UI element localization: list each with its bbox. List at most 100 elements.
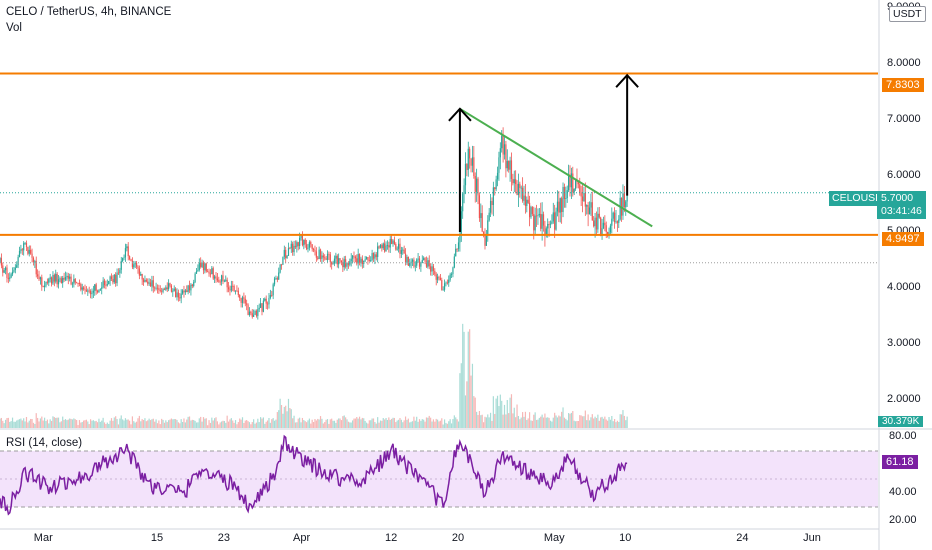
volume-bar — [601, 416, 603, 428]
candle-body — [208, 271, 210, 274]
candle-body — [220, 275, 223, 282]
volume-bar — [39, 418, 42, 428]
volume-bar — [170, 418, 173, 428]
candle-body — [509, 160, 511, 170]
volume-bar — [614, 419, 616, 428]
volume-bar — [587, 414, 589, 428]
candle-body — [397, 243, 400, 249]
volume-bar — [335, 422, 337, 428]
volume-bar — [448, 421, 450, 428]
currency-button[interactable]: USDT — [889, 6, 926, 22]
volume-bar — [622, 410, 624, 428]
candle-body — [60, 278, 62, 284]
volume-bar — [248, 422, 251, 428]
volume-bar — [499, 394, 501, 428]
volume-bar — [204, 418, 206, 428]
volume-bar — [463, 331, 465, 428]
candle-body — [484, 233, 486, 246]
candle-body — [602, 222, 605, 229]
volume-bar — [464, 395, 467, 428]
candle-body — [105, 285, 107, 286]
volume-bar — [476, 411, 478, 428]
candle-body — [222, 275, 224, 282]
candle-body — [145, 279, 147, 282]
volume-bar — [581, 416, 584, 428]
volume-bar — [443, 419, 446, 428]
volume-bar — [237, 422, 239, 428]
candle-body — [204, 263, 206, 271]
candle-body — [342, 262, 344, 268]
rsi-panel — [0, 434, 878, 516]
candle-body — [588, 207, 591, 215]
candle-body — [126, 246, 128, 249]
volume-bar — [561, 411, 563, 428]
volume-bar — [287, 398, 290, 428]
candle-body — [548, 224, 550, 225]
volume-bar — [382, 418, 384, 428]
volume-bar — [195, 422, 198, 428]
volume-bar — [208, 420, 210, 428]
volume-bar — [141, 419, 143, 428]
volume-bar — [600, 417, 602, 428]
volume-bar — [57, 417, 60, 428]
candle-body — [403, 249, 405, 254]
volume-bar — [126, 419, 128, 428]
volume-bar — [304, 421, 306, 428]
volume-bar — [119, 418, 121, 428]
volume-bar — [597, 414, 599, 428]
volume-bar — [534, 412, 536, 428]
volume-bar — [522, 412, 524, 428]
volume-bar — [0, 417, 2, 428]
candle-body — [425, 261, 428, 267]
candle-body — [117, 272, 120, 274]
volume-bar — [27, 422, 29, 428]
candle-body — [312, 249, 315, 251]
volume-bar — [533, 414, 535, 428]
candle-body — [374, 254, 376, 259]
candle-body — [62, 277, 64, 284]
candle-body — [364, 259, 366, 261]
volume-bar — [565, 418, 567, 428]
candle-body — [200, 262, 202, 267]
volume-bar — [438, 421, 440, 428]
volume-bar — [406, 419, 408, 428]
price-tick-label: 4.0000 — [887, 281, 921, 293]
candle-body — [205, 263, 207, 272]
candle-body — [367, 257, 369, 261]
volume-bar — [251, 422, 253, 428]
candle-body — [133, 264, 135, 268]
candle-body — [605, 225, 607, 232]
candle-body — [450, 274, 453, 275]
candle-body — [457, 242, 460, 249]
volume-bar — [244, 420, 246, 428]
candle-body — [467, 148, 469, 170]
volume-bar — [108, 423, 110, 428]
volume-bar — [232, 420, 234, 428]
volume-bar — [207, 425, 209, 428]
volume-bar — [106, 422, 108, 428]
candle-body — [598, 213, 600, 218]
candle-body — [430, 266, 432, 272]
time-tick-label: 20 — [451, 532, 465, 544]
rsi-tick-label: 20.00 — [889, 514, 917, 526]
candle-body — [43, 285, 46, 288]
volume-bar — [10, 421, 12, 428]
volume-bar — [484, 416, 486, 428]
volume-bar — [538, 417, 540, 428]
volume-bar — [198, 418, 200, 428]
candle-body — [319, 249, 322, 259]
candle-body — [226, 279, 228, 288]
volume-bar — [368, 420, 370, 428]
candle-body — [460, 211, 462, 235]
candle-body — [455, 248, 457, 257]
candle-body — [251, 313, 253, 317]
candle-body — [549, 223, 552, 225]
candle-body — [261, 303, 263, 312]
candle-body — [356, 258, 358, 264]
volume-bar — [510, 394, 513, 428]
volume-bar — [562, 407, 564, 428]
candle-body — [94, 284, 96, 291]
volume-bar — [527, 418, 529, 428]
candle-body — [416, 259, 418, 266]
